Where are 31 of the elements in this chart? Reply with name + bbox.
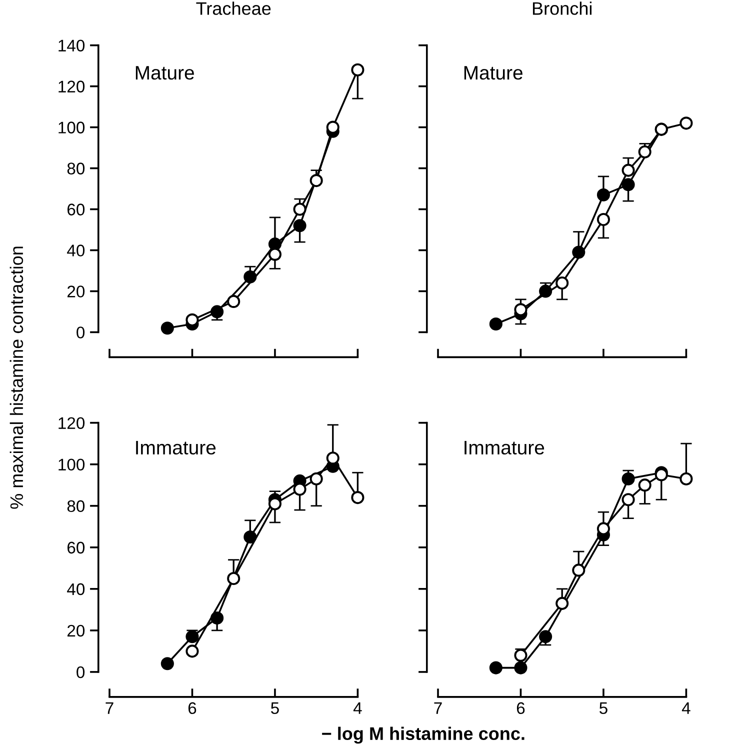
x-tick-label: 5 <box>271 702 279 714</box>
y-tick-label: 60 <box>68 204 85 216</box>
x-tick-label: 5 <box>600 702 608 714</box>
x-axis-title: − log M histamine conc. <box>322 726 524 744</box>
y-tick-label: 40 <box>67 244 85 256</box>
x-tick-label: 7 <box>434 702 442 714</box>
x-tick-label: 4 <box>353 702 362 714</box>
y-tick-label: 80 <box>67 500 85 512</box>
y-tick-label: 100 <box>58 122 85 134</box>
y-tick-label: 20 <box>67 286 85 298</box>
x-tick-label: 4 <box>682 702 690 714</box>
y-tick-label: 120 <box>58 80 85 92</box>
annotation: Mature <box>136 66 194 80</box>
y-tick-label: 20 <box>67 624 85 637</box>
y-tick-label: 100 <box>58 458 85 471</box>
y-tick-label: 140 <box>58 40 85 52</box>
x-tick-label: 6 <box>516 702 525 714</box>
y-tick-label: 80 <box>67 162 85 174</box>
chart-title: Bronchi <box>532 2 592 15</box>
chart-title: Tracheae <box>196 2 271 15</box>
annotation: Immature <box>464 440 544 455</box>
annotation: Immature <box>136 440 216 455</box>
y-axis-title: % maximal histamine contraction <box>10 246 24 509</box>
annotation: Mature <box>464 66 522 80</box>
x-tick-label: 7 <box>106 702 114 714</box>
y-tick-label: 0 <box>76 326 85 338</box>
y-tick-label: 0 <box>76 666 85 678</box>
x-tick-label: 6 <box>188 702 196 714</box>
y-tick-label: 40 <box>67 583 85 596</box>
y-tick-label: 120 <box>58 417 85 430</box>
y-tick-label: 60 <box>68 542 85 554</box>
